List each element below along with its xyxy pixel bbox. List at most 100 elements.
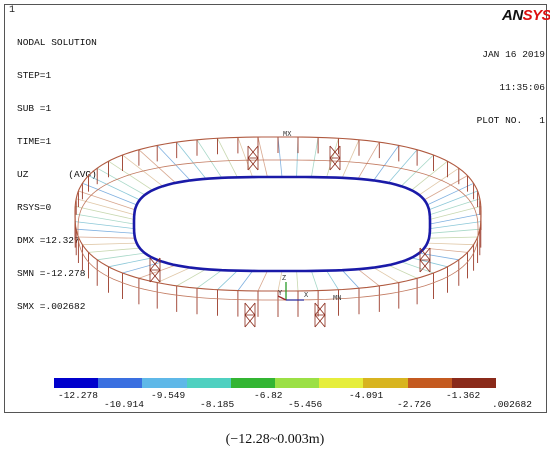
truss-tower bbox=[419, 247, 431, 273]
truss-tower bbox=[244, 302, 256, 328]
plot-window: 1 NODAL SOLUTION STEP=1 SUB =1 TIME=1 UZ… bbox=[4, 4, 550, 413]
radial-member bbox=[108, 257, 153, 268]
legend-swatch bbox=[230, 378, 276, 388]
info-line: NODAL SOLUTION bbox=[17, 37, 97, 48]
radial-member bbox=[424, 175, 468, 201]
legend-label: -9.549 bbox=[151, 390, 186, 401]
legend-label: -5.456 bbox=[288, 399, 323, 410]
radial-member bbox=[387, 149, 418, 184]
radial-member bbox=[196, 269, 223, 289]
radial-member bbox=[176, 141, 207, 180]
window-number: 1 bbox=[9, 5, 16, 16]
radial-member bbox=[341, 139, 360, 178]
legend-swatch bbox=[186, 378, 231, 388]
legend-swatch bbox=[54, 378, 99, 388]
legend-label: -4.091 bbox=[349, 390, 384, 401]
radial-member bbox=[424, 247, 468, 253]
radial-member bbox=[97, 167, 145, 196]
radial-member bbox=[82, 242, 137, 246]
figure-caption: (−12.28~0.003m) bbox=[225, 432, 325, 447]
plot-date: JAN 16 2019 bbox=[482, 49, 545, 60]
info-line: UZ (AVG) bbox=[17, 169, 97, 180]
legend-label: .002682 bbox=[492, 399, 532, 410]
radial-member bbox=[341, 269, 360, 289]
radial-member bbox=[373, 145, 400, 181]
radial-member bbox=[277, 270, 283, 292]
radial-member bbox=[357, 268, 380, 287]
radial-member bbox=[429, 221, 481, 229]
ansys-logo: ANSYS bbox=[502, 7, 550, 24]
radial-member bbox=[428, 190, 478, 211]
legend-swatch bbox=[407, 378, 452, 388]
radial-member bbox=[237, 270, 253, 291]
truss-towers bbox=[149, 145, 431, 328]
truss-tower bbox=[149, 257, 161, 283]
plot-number: PLOT NO. 1 bbox=[476, 115, 545, 126]
y-axis-label: Y bbox=[278, 290, 283, 298]
radial-member bbox=[138, 264, 176, 279]
truss-tower bbox=[329, 145, 341, 171]
radial-member bbox=[429, 198, 480, 216]
info-line: STEP=1 bbox=[17, 70, 52, 81]
x-axis-label: X bbox=[304, 292, 309, 300]
z-axis-label: Z bbox=[282, 275, 287, 283]
radial-member bbox=[411, 257, 448, 268]
radial-member bbox=[138, 149, 176, 184]
radial-member bbox=[76, 228, 135, 234]
radial-member bbox=[326, 270, 339, 290]
radial-member bbox=[217, 138, 238, 178]
radial-member bbox=[429, 228, 480, 234]
info-line: SMX =.002682 bbox=[17, 301, 86, 312]
plot-time: 11:35:06 bbox=[499, 82, 545, 93]
radial-member bbox=[217, 270, 238, 290]
legend-swatch bbox=[451, 378, 497, 388]
info-line: SUB =1 bbox=[17, 103, 52, 114]
radial-member bbox=[88, 247, 140, 253]
truss-tower bbox=[314, 302, 326, 328]
info-line: TIME=1 bbox=[17, 136, 52, 147]
radial-member bbox=[122, 154, 164, 187]
radial-member bbox=[428, 236, 478, 239]
info-line: DMX =12.327 bbox=[17, 235, 80, 246]
radial-member bbox=[427, 182, 474, 206]
legend-swatch bbox=[98, 378, 143, 388]
truss-tower bbox=[247, 145, 259, 171]
info-line: SMN =-12.278 bbox=[17, 268, 86, 279]
radial-member bbox=[108, 160, 153, 191]
radial-member bbox=[427, 242, 474, 246]
radial-member bbox=[429, 206, 481, 220]
radial-member bbox=[122, 261, 163, 274]
radial-member bbox=[429, 213, 482, 225]
legend-swatch bbox=[319, 378, 364, 388]
radial-member bbox=[78, 190, 136, 211]
inner-tension-ring bbox=[132, 175, 432, 273]
radial-member bbox=[74, 213, 135, 225]
radial-member bbox=[97, 252, 145, 261]
min-marker-label: MN bbox=[333, 295, 342, 303]
radial-member bbox=[237, 137, 253, 178]
contour-legend-bar bbox=[54, 378, 497, 388]
radial-member bbox=[401, 261, 434, 274]
legend-swatch bbox=[275, 378, 320, 388]
radial-member bbox=[388, 264, 418, 279]
radial-member bbox=[257, 137, 268, 178]
info-line: RSYS=0 bbox=[17, 202, 52, 213]
radial-member bbox=[357, 141, 380, 180]
plot-meta: JAN 16 2019 11:35:06 PLOT NO. 1 bbox=[445, 27, 545, 148]
radial-member bbox=[78, 236, 136, 239]
legend-swatch bbox=[142, 378, 187, 388]
radial-member bbox=[296, 270, 299, 291]
solution-info: NODAL SOLUTION STEP=1 SUB =1 TIME=1 UZ (… bbox=[17, 15, 97, 334]
radial-member bbox=[277, 136, 283, 178]
radial-member bbox=[196, 139, 223, 179]
coordinate-triad bbox=[277, 282, 304, 301]
radial-member bbox=[418, 167, 460, 196]
legend-label: -12.278 bbox=[58, 390, 98, 401]
max-marker-label: MX bbox=[283, 131, 292, 139]
radial-member bbox=[156, 145, 191, 181]
legend-label: -2.726 bbox=[397, 399, 432, 410]
radial-member bbox=[157, 267, 191, 283]
radial-member bbox=[311, 137, 319, 178]
outer-posts bbox=[74, 137, 482, 317]
radial-member bbox=[82, 182, 137, 206]
